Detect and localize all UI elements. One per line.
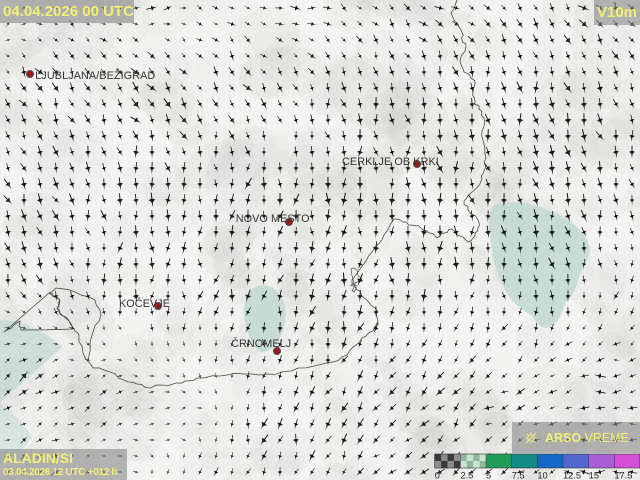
svg-text:5: 5 — [486, 471, 491, 480]
svg-text:12.5: 12.5 — [563, 471, 581, 480]
svg-text:10: 10 — [537, 471, 547, 480]
svg-text:15: 15 — [589, 471, 599, 480]
svg-text:2.5: 2.5 — [460, 471, 473, 480]
svg-text:17.5: 17.5 — [614, 471, 632, 480]
svg-text:7.5: 7.5 — [512, 471, 525, 480]
svg-text:0: 0 — [435, 471, 440, 480]
